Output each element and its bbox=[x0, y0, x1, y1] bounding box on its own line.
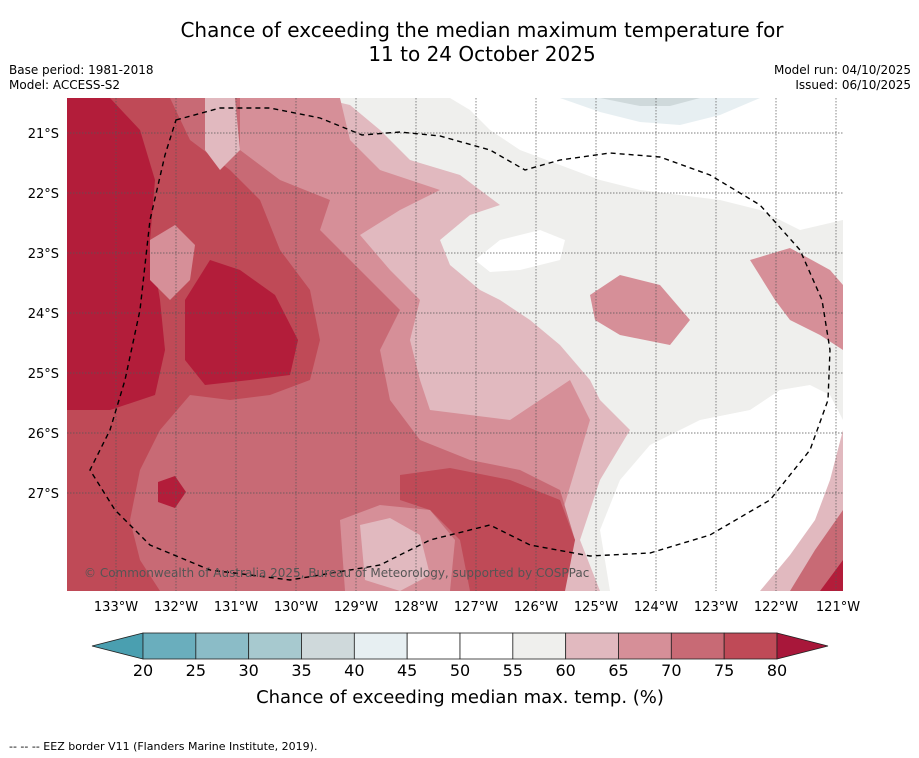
colorbar: 20 25 30 35 40 45 50 55 60 65 70 75 80 Chance of exc… bbox=[91, 632, 829, 708]
colorbar-tick-label: 60 bbox=[555, 661, 575, 680]
lon-label: 128°W bbox=[394, 600, 438, 615]
lon-label: 126°W bbox=[514, 600, 558, 615]
title-line-2: 11 to 24 October 2025 bbox=[368, 42, 596, 66]
zone-35-40-top bbox=[600, 98, 700, 106]
zone-70-75-se-corner bbox=[790, 510, 843, 591]
colorbar-bin bbox=[670, 632, 725, 660]
colorbar-tick-label: 45 bbox=[397, 661, 417, 680]
lat-label: 24°S bbox=[28, 307, 59, 322]
colorbar-label: Chance of exceeding median max. temp. (%… bbox=[256, 687, 664, 708]
lat-label: 23°S bbox=[28, 247, 59, 262]
meta-left: Base period: 1981-2018 Model: ACCESS-S2 bbox=[9, 63, 154, 93]
lon-label: 129°W bbox=[334, 600, 378, 615]
lat-label: 22°S bbox=[28, 187, 59, 202]
colorbar-bin bbox=[512, 632, 567, 660]
zone-above-80-centre bbox=[185, 260, 298, 385]
colorbar-tick-label: 70 bbox=[661, 661, 681, 680]
zone-75-80-south bbox=[400, 468, 575, 591]
eez-source-note: -- -- -- EEZ border V11 (Flanders Marine… bbox=[9, 740, 318, 753]
lon-label: 132°W bbox=[154, 600, 198, 615]
lon-label: 124°W bbox=[634, 600, 678, 615]
lon-label: 125°W bbox=[574, 600, 618, 615]
meta-right: Model run: 04/10/2025 Issued: 06/10/2025 bbox=[774, 63, 911, 93]
colorbar-bin bbox=[618, 632, 672, 660]
colorbar-ticks: 20 25 30 35 40 45 50 55 60 65 70 75 80 bbox=[133, 661, 787, 680]
lon-label: 121°W bbox=[816, 600, 860, 615]
colorbar-tick-label: 30 bbox=[238, 661, 258, 680]
colorbar-tick-label: 65 bbox=[608, 661, 628, 680]
colorbar-tick-label: 50 bbox=[450, 661, 470, 680]
colorbar-high-extend bbox=[776, 632, 829, 660]
zone-60-65-south-pocket bbox=[360, 518, 430, 591]
colorbar-tick-label: 40 bbox=[344, 661, 364, 680]
colorbar-bin bbox=[142, 632, 197, 660]
longitude-axis: 133°W 132°W 131°W 130°W 129°W 128°W 127°… bbox=[94, 600, 860, 615]
zone-below-55-center bbox=[475, 230, 565, 272]
colorbar-tick-label: 80 bbox=[767, 661, 787, 680]
lon-label: 122°W bbox=[754, 600, 798, 615]
zone-65-70-pocket-west bbox=[150, 225, 195, 300]
zone-below-55-southeast bbox=[600, 385, 843, 591]
colorbar-bin bbox=[248, 632, 302, 660]
lon-label: 127°W bbox=[454, 600, 498, 615]
model-name: Model: ACCESS-S2 bbox=[9, 78, 121, 92]
zone-65-70-east-pocket bbox=[590, 275, 690, 345]
colorbar-low-extend bbox=[91, 632, 144, 660]
issued-date: Issued: 06/10/2025 bbox=[795, 78, 911, 92]
colorbar-tick-label: 75 bbox=[714, 661, 734, 680]
lat-label: 27°S bbox=[28, 487, 59, 502]
zone-above-80-se-corner bbox=[820, 560, 843, 591]
colorbar-bin bbox=[406, 632, 461, 660]
lon-label: 130°W bbox=[274, 600, 318, 615]
colorbar-tick-label: 35 bbox=[291, 661, 311, 680]
copyright-notice: © Commonwealth of Australia 2025, Bureau… bbox=[84, 566, 589, 580]
lon-label: 131°W bbox=[214, 600, 258, 615]
lon-label: 133°W bbox=[94, 600, 138, 615]
graticule bbox=[67, 98, 843, 591]
title-line-1: Chance of exceeding the median maximum t… bbox=[180, 18, 784, 42]
colorbar-bin bbox=[565, 632, 619, 660]
colorbar-bin bbox=[301, 632, 355, 660]
colorbar-bin bbox=[353, 632, 408, 660]
colorbar-tick-label: 20 bbox=[133, 661, 153, 680]
colorbar-bin bbox=[459, 632, 514, 660]
lat-label: 21°S bbox=[28, 127, 59, 142]
base-period: Base period: 1981-2018 bbox=[9, 63, 154, 77]
zone-40-45-top bbox=[560, 98, 760, 125]
model-run: Model run: 04/10/2025 bbox=[773, 63, 911, 77]
colorbar-bin bbox=[723, 632, 778, 660]
map-area: © Commonwealth of Australia 2025, Bureau… bbox=[67, 98, 843, 591]
latitude-axis: 21°S 22°S 23°S 24°S 25°S 26°S 27°S bbox=[28, 127, 59, 502]
zone-60-65-pocket-north bbox=[205, 98, 240, 170]
map-title: Chance of exceeding the median maximum t… bbox=[0, 18, 919, 66]
colorbar-tick-label: 25 bbox=[186, 661, 206, 680]
colorbar-tick-label: 55 bbox=[503, 661, 523, 680]
lon-label: 123°W bbox=[694, 600, 738, 615]
lat-label: 26°S bbox=[28, 427, 59, 442]
zone-65-70-east-edge bbox=[750, 248, 843, 350]
colorbar-bin bbox=[195, 632, 250, 660]
colorbar-bins bbox=[142, 632, 778, 660]
lat-label: 25°S bbox=[28, 367, 59, 382]
eez-border bbox=[89, 107, 831, 581]
zone-above-80-blob bbox=[158, 476, 186, 508]
zone-below-55-northeast bbox=[450, 98, 843, 230]
